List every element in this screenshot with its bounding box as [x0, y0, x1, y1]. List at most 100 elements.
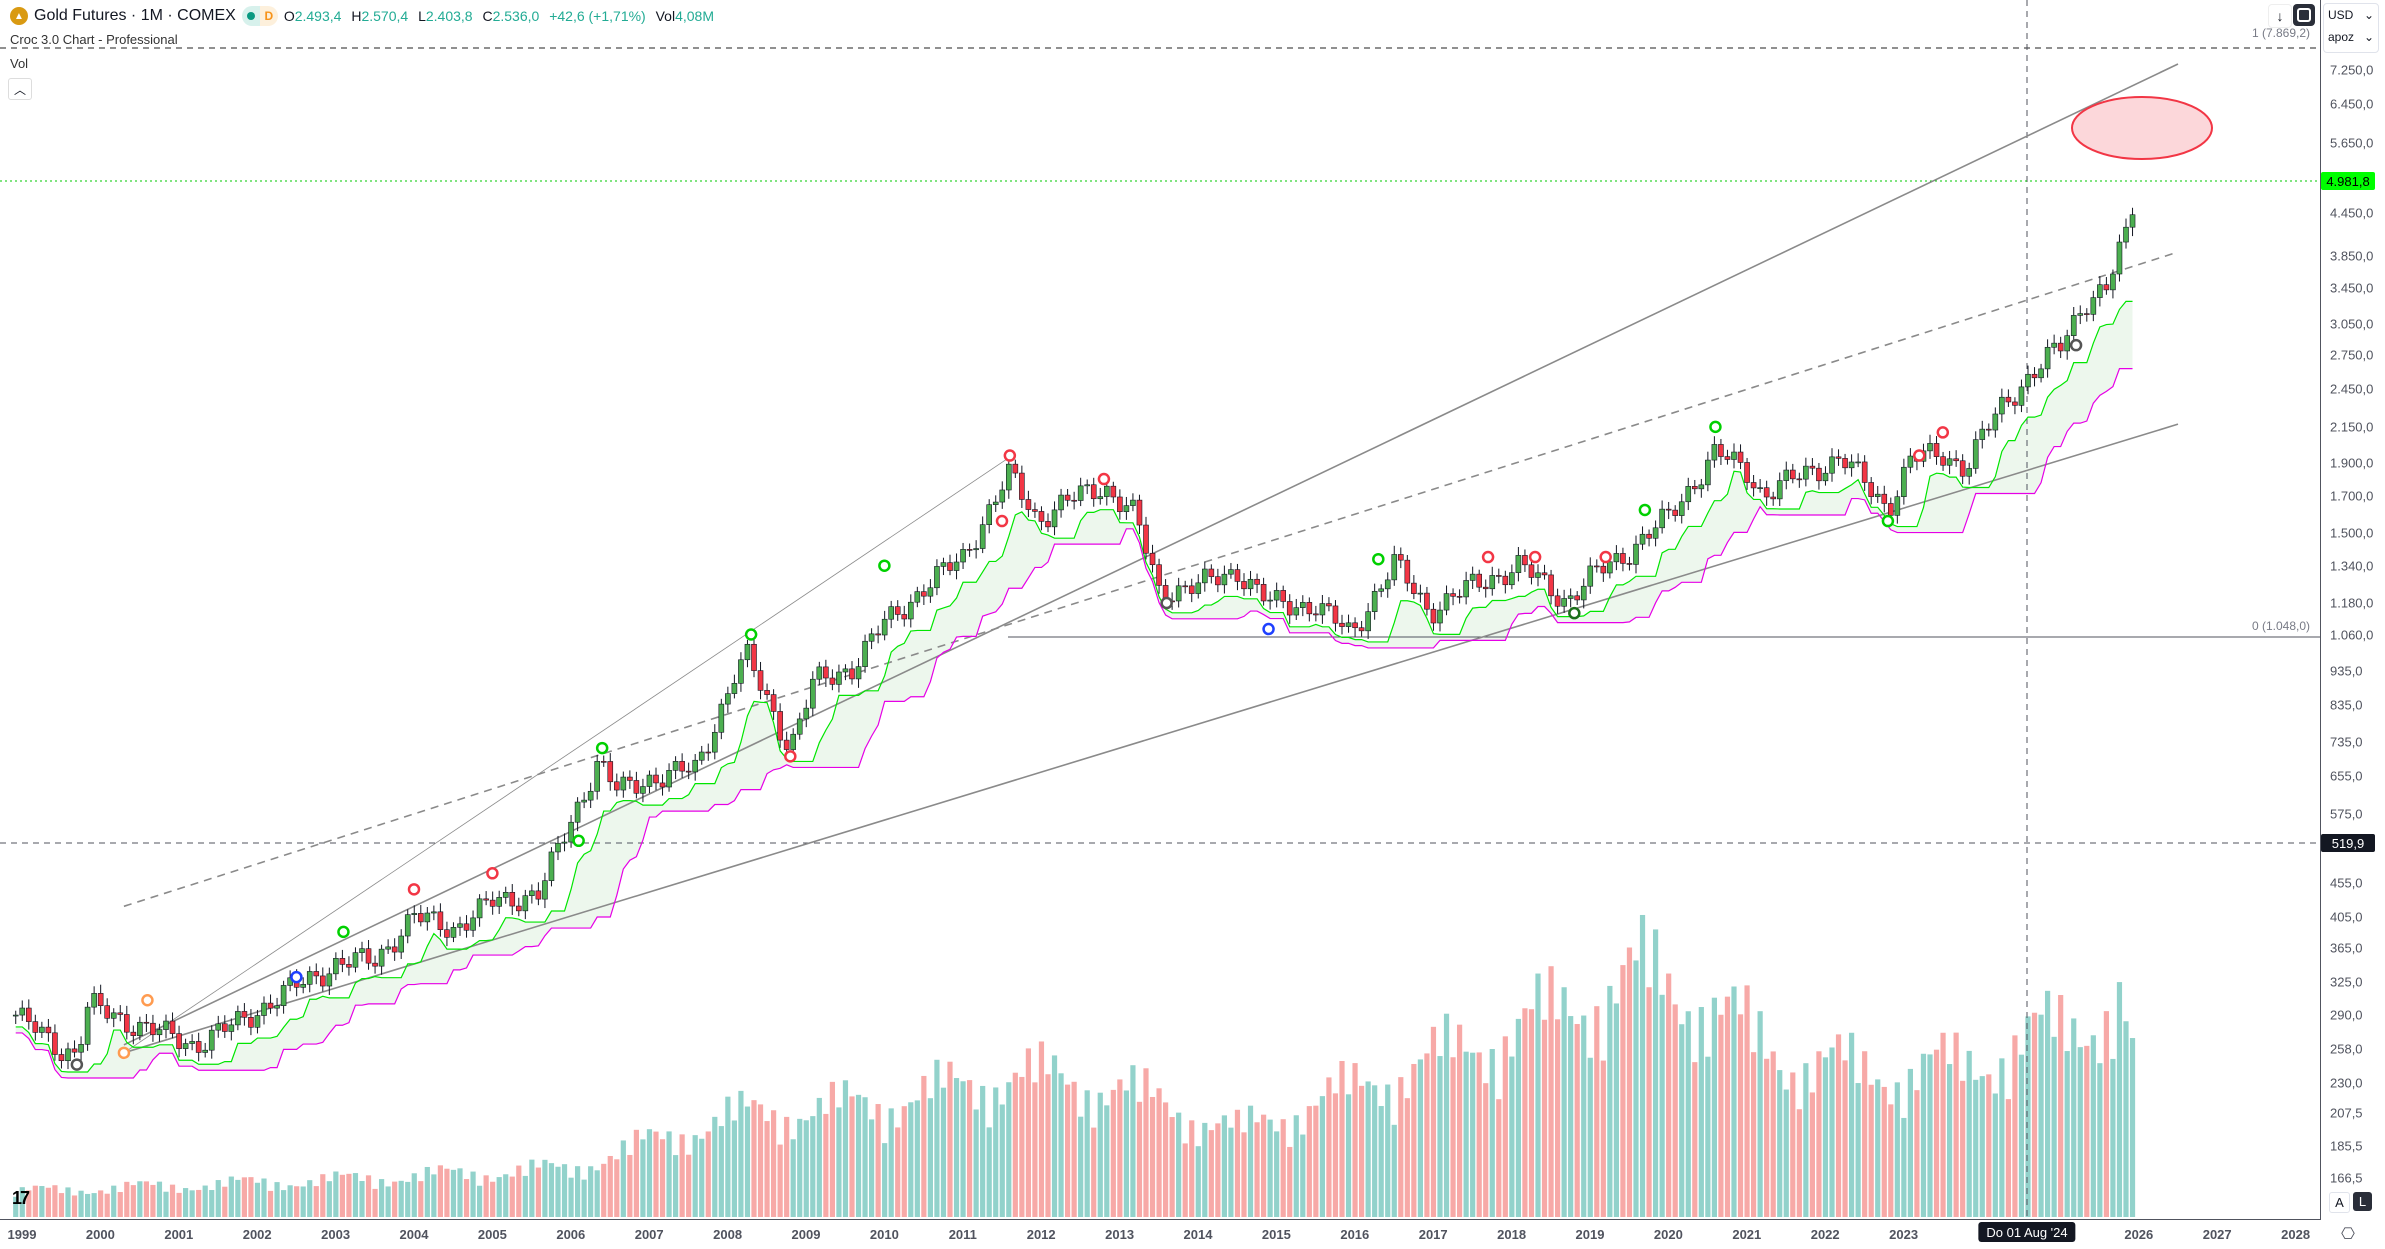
- price-axis-label: 290,0: [2330, 1007, 2363, 1023]
- slow-band-line: [15, 368, 2133, 1079]
- volume-bar: [744, 1106, 751, 1217]
- candle: [1698, 478, 1705, 498]
- candle: [333, 952, 339, 981]
- candle: [1718, 438, 1724, 465]
- candle: [372, 955, 378, 974]
- volume-bar: [1888, 1104, 1894, 1217]
- volume-bar: [1750, 1052, 1757, 1217]
- candle: [163, 1014, 169, 1039]
- price-axis-label: 1.060,0: [2330, 627, 2374, 642]
- fib-level-1-label: 1 (7.869,2): [2251, 26, 2310, 40]
- candle: [130, 1025, 137, 1045]
- candle: [1241, 573, 1247, 596]
- candle-body: [999, 489, 1006, 503]
- candle: [1979, 420, 1986, 449]
- low-label: L: [418, 8, 426, 24]
- price-axis[interactable]: [2320, 0, 2385, 1220]
- candle-body: [1339, 622, 1345, 627]
- volume-bar: [1535, 973, 1541, 1217]
- candle-body: [1280, 590, 1286, 602]
- volume-bar: [1607, 985, 1613, 1217]
- volume-bar: [1169, 1117, 1175, 1217]
- candle: [1600, 560, 1607, 582]
- candle-body: [1567, 595, 1574, 599]
- volume-bar: [1117, 1079, 1123, 1217]
- candle-body: [783, 739, 790, 750]
- volume-bar: [921, 1075, 927, 1217]
- candle: [679, 753, 685, 779]
- volume-bar: [999, 1104, 1005, 1217]
- fullscreen-button[interactable]: [2293, 4, 2315, 26]
- candle: [241, 1003, 248, 1026]
- signal-marker: [337, 925, 350, 939]
- candle-body: [711, 731, 718, 753]
- candle: [1273, 582, 1280, 608]
- volume-bar: [1241, 1132, 1247, 1217]
- indicator-title[interactable]: Croc 3.0 Chart - Professional: [10, 32, 178, 47]
- target-ellipse[interactable]: [2071, 96, 2213, 160]
- log-scale-button[interactable]: L: [2353, 1192, 2372, 1211]
- volume-pane-title[interactable]: Vol: [10, 56, 29, 71]
- unit-select[interactable]: apoz ⌄: [2324, 26, 2378, 48]
- candle: [502, 886, 509, 904]
- candle-body: [2012, 401, 2018, 406]
- currency-unit-selector[interactable]: USD ⌄ apoz ⌄: [2323, 3, 2379, 53]
- volume-bar: [241, 1177, 247, 1217]
- candle: [548, 847, 555, 887]
- price-chart[interactable]: [0, 0, 2320, 1220]
- volume-bar: [1698, 1007, 1704, 1217]
- fullscreen-icon: [2297, 8, 2311, 22]
- candle-body: [208, 1029, 215, 1051]
- candle-body: [463, 923, 470, 931]
- candle: [1228, 562, 1234, 579]
- scroll-to-latest-button[interactable]: ↓: [2268, 4, 2292, 28]
- candle-body: [1848, 461, 1855, 469]
- volume-bar: [320, 1174, 326, 1217]
- candle-body: [431, 911, 437, 914]
- volume-bar: [13, 1196, 19, 1217]
- volume-bar: [1293, 1115, 1299, 1217]
- candle-body: [19, 1007, 26, 1016]
- candle: [607, 753, 614, 791]
- candle: [1384, 572, 1391, 598]
- auto-scale-button[interactable]: A: [2329, 1192, 2350, 1213]
- candle-body: [1097, 496, 1104, 500]
- tradingview-logo[interactable]: 17: [12, 1188, 30, 1208]
- candle: [1620, 547, 1626, 572]
- time-axis[interactable]: [0, 1219, 2320, 1249]
- candle-body: [613, 781, 620, 791]
- volume-bar: [1633, 960, 1639, 1217]
- candle: [594, 754, 600, 800]
- candle-body: [1117, 496, 1123, 512]
- candle: [1365, 603, 1371, 639]
- candle-body: [1705, 459, 1711, 486]
- signal-marker: [141, 994, 154, 1007]
- candle-body: [241, 1011, 248, 1018]
- candle-body: [496, 897, 502, 907]
- candle-body: [934, 566, 940, 589]
- time-axis-label: 2005: [477, 1227, 507, 1242]
- candle: [1783, 461, 1790, 490]
- market-status-badge[interactable]: D: [241, 6, 278, 26]
- candle: [2077, 305, 2084, 325]
- candle-body: [156, 1029, 163, 1036]
- volume-bar: [254, 1182, 261, 1217]
- settings-icon[interactable]: ⎔: [2341, 1226, 2355, 1243]
- candle-body: [104, 1005, 110, 1019]
- currency-select[interactable]: USD ⌄: [2324, 4, 2378, 26]
- symbol-title[interactable]: Gold Futures · 1M · COMEX: [34, 7, 236, 24]
- volume-bar: [1411, 1063, 1417, 1217]
- volume-bar: [1809, 1092, 1815, 1217]
- candle-body: [1887, 503, 1894, 516]
- volume-bar: [1287, 1146, 1293, 1217]
- collapse-legend-button[interactable]: ︿: [8, 78, 32, 100]
- candle: [176, 1025, 182, 1058]
- candle: [2090, 290, 2097, 322]
- volume-bar: [1136, 1101, 1143, 1217]
- candle-body: [992, 501, 999, 505]
- time-axis-label: 2015: [1261, 1227, 1291, 1242]
- candle-body: [1757, 487, 1763, 489]
- candle-body: [267, 1002, 274, 1009]
- volume-bar: [1280, 1119, 1286, 1217]
- candle-body: [1077, 485, 1084, 501]
